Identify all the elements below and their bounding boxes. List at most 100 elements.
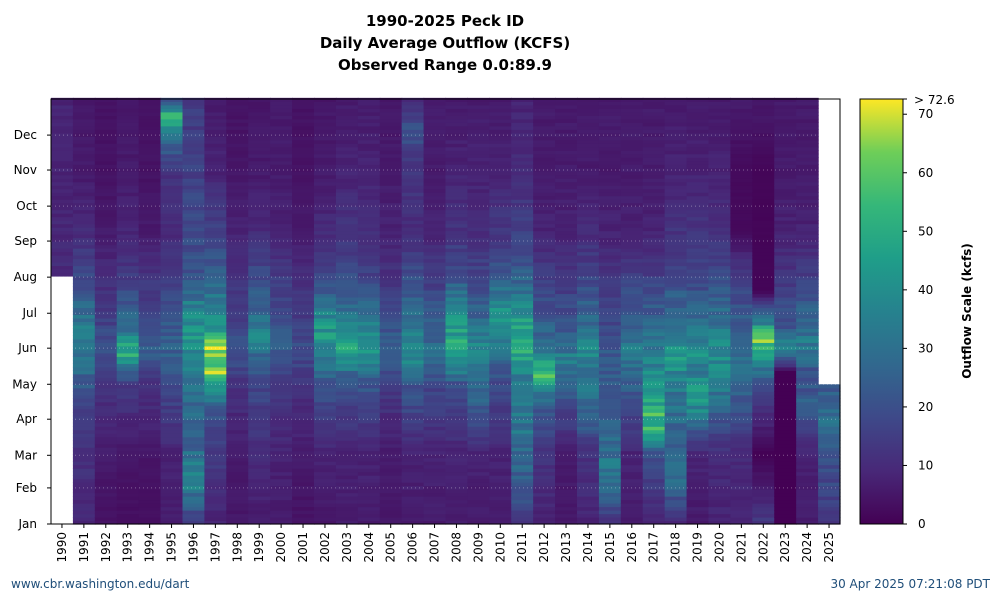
heatmap-cell bbox=[401, 356, 425, 361]
heatmap-cell bbox=[72, 157, 96, 162]
heatmap-cell bbox=[577, 111, 600, 116]
heatmap-cell bbox=[335, 517, 359, 522]
heatmap-cell bbox=[467, 136, 490, 141]
heatmap-cell bbox=[314, 328, 337, 333]
heatmap-cell bbox=[94, 272, 118, 277]
heatmap-cell bbox=[226, 265, 249, 270]
heatmap-cell bbox=[598, 125, 622, 130]
heatmap-cell bbox=[708, 153, 732, 158]
heatmap-cell bbox=[204, 282, 227, 288]
heatmap-cell bbox=[138, 454, 162, 459]
heatmap-cell bbox=[160, 275, 184, 281]
heatmap-cell bbox=[489, 125, 512, 130]
heatmap-cell bbox=[445, 286, 469, 291]
heatmap-cell bbox=[357, 279, 381, 284]
heatmap-cell bbox=[796, 314, 819, 319]
heatmap-cell bbox=[160, 150, 184, 155]
heatmap-cell bbox=[730, 457, 753, 462]
heatmap-cell bbox=[94, 436, 118, 441]
heatmap-cell bbox=[533, 108, 556, 113]
heatmap-cell bbox=[620, 363, 644, 368]
heatmap-cell bbox=[401, 108, 425, 113]
heatmap-cell bbox=[642, 408, 666, 413]
heatmap-cell bbox=[204, 209, 227, 214]
heatmap-cell bbox=[401, 440, 425, 445]
heatmap-cell bbox=[94, 377, 118, 382]
year-column-1999 bbox=[248, 97, 271, 525]
heatmap-cell bbox=[533, 506, 556, 511]
heatmap-cell bbox=[818, 482, 841, 487]
heatmap-cell bbox=[138, 492, 162, 497]
heatmap-cell bbox=[445, 132, 469, 137]
heatmap-cell bbox=[379, 520, 403, 525]
heatmap-cell bbox=[796, 300, 819, 305]
heatmap-cell bbox=[686, 359, 710, 364]
heatmap-cell bbox=[314, 412, 337, 417]
heatmap-cell bbox=[533, 115, 556, 120]
heatmap-cell bbox=[511, 426, 534, 431]
heatmap-cell bbox=[752, 286, 775, 291]
heatmap-cell bbox=[686, 475, 710, 480]
heatmap-cell bbox=[292, 377, 315, 382]
heatmap-cell bbox=[555, 307, 578, 312]
heatmap-cell bbox=[555, 443, 578, 448]
heatmap-cell bbox=[511, 303, 534, 309]
heatmap-cell bbox=[138, 160, 162, 165]
heatmap-cell bbox=[796, 251, 819, 256]
heatmap-cell bbox=[314, 324, 337, 329]
heatmap-cell bbox=[292, 174, 315, 179]
heatmap-cell bbox=[292, 447, 315, 452]
heatmap-cell bbox=[730, 188, 753, 193]
heatmap-cell bbox=[160, 517, 184, 522]
heatmap-cell bbox=[248, 443, 271, 448]
heatmap-cell bbox=[248, 373, 271, 378]
heatmap-cell bbox=[335, 160, 359, 165]
heatmap-cell bbox=[642, 160, 666, 165]
footer-source-link[interactable]: www.cbr.washington.edu/dart bbox=[11, 577, 190, 591]
heatmap-cell bbox=[577, 457, 600, 462]
heatmap-cell bbox=[686, 289, 710, 295]
heatmap-cell bbox=[182, 412, 206, 417]
heatmap-cell bbox=[160, 401, 184, 406]
heatmap-cell bbox=[335, 139, 359, 144]
heatmap-cell bbox=[182, 513, 206, 518]
heatmap-cell bbox=[686, 282, 710, 288]
heatmap-cell bbox=[335, 153, 359, 158]
heatmap-cell bbox=[226, 303, 249, 309]
heatmap-cell bbox=[51, 132, 74, 137]
heatmap-cell bbox=[511, 419, 534, 424]
heatmap-cell bbox=[730, 464, 753, 469]
heatmap-cell bbox=[248, 244, 271, 249]
heatmap-cell bbox=[467, 468, 490, 473]
heatmap-cell bbox=[379, 282, 403, 288]
heatmap-cell bbox=[774, 429, 797, 434]
heatmap-cell bbox=[511, 461, 534, 466]
heatmap-cell bbox=[620, 237, 644, 242]
heatmap-cell bbox=[511, 132, 534, 137]
heatmap-cell bbox=[445, 265, 469, 270]
heatmap-cell bbox=[138, 447, 162, 452]
heatmap-cell bbox=[182, 363, 206, 368]
heatmap-cell bbox=[423, 97, 447, 102]
heatmap-cell bbox=[577, 286, 600, 291]
heatmap-cell bbox=[818, 426, 841, 431]
heatmap-cell bbox=[423, 520, 447, 525]
heatmap-cell bbox=[248, 310, 271, 316]
heatmap-cell bbox=[94, 317, 118, 322]
heatmap-cell bbox=[752, 248, 775, 253]
heatmap-cell bbox=[226, 478, 249, 483]
heatmap-cell bbox=[577, 496, 600, 501]
heatmap-cell bbox=[774, 426, 797, 431]
heatmap-cell bbox=[72, 366, 96, 371]
heatmap-cell bbox=[116, 464, 140, 469]
heatmap-cell bbox=[72, 167, 96, 172]
heatmap-cell bbox=[708, 132, 732, 137]
heatmap-cell bbox=[708, 209, 732, 214]
heatmap-cell bbox=[752, 415, 775, 420]
heatmap-cell bbox=[182, 331, 206, 336]
heatmap-cell bbox=[379, 111, 403, 116]
heatmap-cell bbox=[774, 422, 797, 427]
heatmap-cell bbox=[818, 503, 841, 508]
heatmap-cell bbox=[642, 97, 666, 102]
heatmap-cell bbox=[314, 251, 337, 256]
